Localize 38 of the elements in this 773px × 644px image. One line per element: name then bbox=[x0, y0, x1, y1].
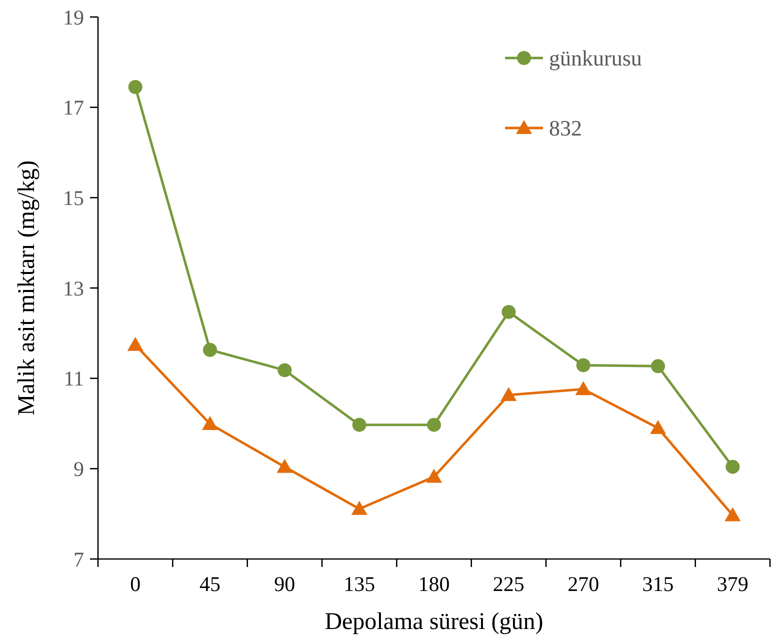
y-tick-label: 13 bbox=[63, 276, 84, 300]
y-tick-label: 11 bbox=[64, 366, 84, 391]
point bbox=[576, 358, 590, 372]
point bbox=[724, 507, 741, 522]
y-tick-label: 19 bbox=[63, 5, 84, 30]
point bbox=[651, 359, 665, 374]
y-tick-label: 7 bbox=[74, 547, 84, 572]
legend-label: günkurusu bbox=[549, 46, 642, 71]
point bbox=[351, 500, 368, 515]
point bbox=[502, 304, 516, 319]
x-tick-label: 0 bbox=[130, 572, 141, 596]
legend-label: 832 bbox=[549, 116, 582, 141]
x-tick-label: 270 bbox=[568, 572, 600, 596]
point bbox=[128, 80, 142, 94]
point bbox=[278, 363, 292, 378]
y-axis-title: Malik asit miktarı (mg/kg) bbox=[14, 160, 40, 416]
x-tick-label: 315 bbox=[642, 572, 674, 596]
x-tick-label: 225 bbox=[492, 572, 524, 596]
point bbox=[203, 342, 217, 357]
x-tick-label: 90 bbox=[274, 572, 296, 596]
point bbox=[426, 468, 442, 483]
x-tick-label: 379 bbox=[716, 572, 748, 596]
y-tick-label: 15 bbox=[63, 186, 84, 210]
point bbox=[352, 418, 366, 432]
point bbox=[500, 387, 517, 402]
x-tick-label: 135 bbox=[344, 572, 376, 596]
point bbox=[276, 458, 293, 473]
point bbox=[650, 420, 666, 434]
point bbox=[427, 418, 441, 432]
point bbox=[726, 460, 740, 474]
point bbox=[127, 336, 144, 351]
point bbox=[202, 416, 218, 430]
x-tick-label: 45 bbox=[200, 572, 220, 596]
y-tick-label: 17 bbox=[63, 96, 84, 120]
point bbox=[575, 381, 592, 396]
x-tick-label: 180 bbox=[418, 572, 450, 596]
x-axis-title: Depolama süresi (gün) bbox=[324, 609, 544, 635]
y-tick-label: 9 bbox=[74, 457, 84, 482]
